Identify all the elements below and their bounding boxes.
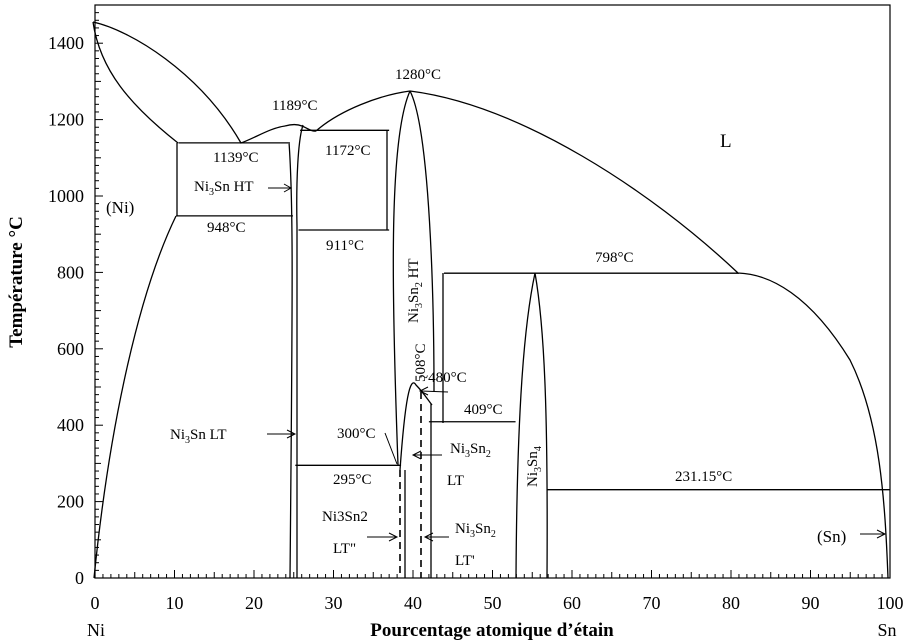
- y-tick-label: 1000: [48, 186, 84, 206]
- y-tick-label: 200: [57, 492, 84, 512]
- y-axis-title: Température °C: [6, 216, 27, 348]
- axis-ticks: 0 10 20 30 40 50 60 70 80 90 100020040060080010001…: [48, 4, 904, 613]
- label-1139: 1139°C: [213, 150, 258, 166]
- ni3sn-right-boundary: [295, 124, 304, 579]
- phase-labels: L (Ni) (Sn) Ni3Sn HT Ni3Sn LT Ni3Sn2 HT …: [106, 131, 846, 569]
- arrows: [267, 183, 887, 542]
- y-tick-label: 600: [57, 339, 84, 359]
- phase-label-ni3sn2-lt: Ni3Sn2: [450, 441, 491, 460]
- x-tick-label: 20: [245, 593, 263, 613]
- temperature-labels: 1139°C 1189°C 1172°C 1280°C 948°C 911°C …: [207, 67, 732, 488]
- label-1189: 1189°C: [272, 98, 317, 114]
- phase-label-sn: (Sn): [817, 527, 846, 546]
- phase-label-ni3sn2-ltpp: Ni3Sn2: [322, 509, 368, 525]
- x-end-label-ni: Ni: [87, 620, 105, 640]
- label-231: 231.15°C: [675, 469, 732, 485]
- ni3sn-left-boundary: [288, 141, 293, 579]
- label-508: 508°C: [413, 343, 429, 382]
- invariant-lines: [176, 129, 890, 491]
- x-tick-label: 70: [643, 593, 661, 613]
- phase-label-ni: (Ni): [106, 198, 134, 217]
- y-tick-label: 0: [75, 568, 84, 588]
- label-948: 948°C: [207, 220, 246, 236]
- arrow-ni3sn2-ltp: [423, 532, 449, 542]
- phase-label-ni3sn-ht: Ni3Sn HT: [194, 179, 254, 198]
- arrow-480: [418, 386, 449, 396]
- arrow-ni3sn-lt: [267, 429, 297, 439]
- label-409: 409°C: [464, 402, 503, 418]
- x-axis-title: Pourcentage atomique d’étain: [370, 620, 614, 641]
- phase-label-ni3sn2-ltp: Ni3Sn2: [455, 521, 496, 540]
- arrow-sn: [860, 529, 887, 539]
- liquidus-to-peak: [315, 90, 411, 132]
- label-295: 295°C: [333, 472, 372, 488]
- x-end-label-sn: Sn: [877, 620, 896, 640]
- phase-label-ni3sn2-lt-line2: LT: [447, 473, 464, 489]
- liquidus-ni-side: [92, 21, 286, 144]
- phase-label-ni3sn2-ltpp-line2: LT": [333, 541, 356, 557]
- phase-label-liquid: L: [720, 131, 732, 152]
- y-tick-label: 400: [57, 415, 84, 435]
- phase-label-ni3sn4: Ni3Sn4: [525, 446, 544, 487]
- phase-label-ni3sn2-ltp-line2: LT': [455, 553, 475, 569]
- leader-300: [384, 432, 398, 465]
- x-tick-label: 100: [877, 593, 904, 613]
- phase-boundaries: [92, 21, 889, 579]
- solidus-ni-side: [92, 21, 179, 144]
- x-tick-label: 30: [325, 593, 343, 613]
- y-tick-label: 1400: [48, 33, 84, 53]
- x-tick-label: 90: [802, 593, 820, 613]
- arrow-ni3sn2-lt: [411, 450, 442, 460]
- x-tick-label: 10: [166, 593, 184, 613]
- x-tick-label: 50: [484, 593, 502, 613]
- label-911: 911°C: [326, 238, 364, 254]
- plot-frame: [94, 4, 891, 579]
- arrow-ni3sn-ht: [268, 183, 293, 193]
- label-1280: 1280°C: [395, 67, 441, 83]
- ni3sn2-lt-dome: [399, 382, 433, 471]
- arrow-ni3sn2-ltpp: [367, 532, 399, 542]
- x-tick-label: 0: [91, 593, 100, 613]
- label-798: 798°C: [595, 250, 634, 266]
- x-tick-label: 40: [404, 593, 422, 613]
- phase-label-ni3sn-lt: Ni3Sn LT: [170, 427, 227, 446]
- x-tick-label: 80: [722, 593, 740, 613]
- phase-label-ni3sn2-ht: Ni3Sn2 HT: [406, 258, 425, 323]
- solvus-ni: [93, 215, 177, 579]
- x-tick-label: 60: [563, 593, 581, 613]
- liquidus-sn-side: [409, 90, 889, 579]
- ni3sn4-right: [534, 272, 548, 579]
- ni3sn2-ht-left: [392, 90, 411, 466]
- label-1172: 1172°C: [325, 143, 370, 159]
- ni3sn4-left: [515, 272, 536, 579]
- label-480: ~480°C: [420, 370, 467, 386]
- y-tick-label: 800: [57, 262, 84, 282]
- ni3sn2-ht-right: [409, 90, 435, 393]
- label-300: 300°C: [337, 426, 376, 442]
- y-tick-label: 1200: [48, 110, 84, 130]
